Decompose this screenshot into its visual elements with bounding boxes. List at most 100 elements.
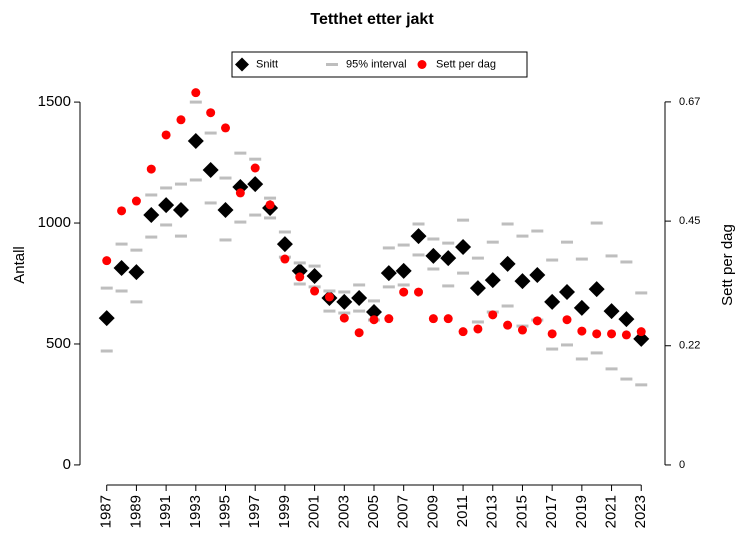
x-tick-label: 1989: [127, 495, 144, 528]
seen-point: [636, 327, 646, 337]
y-tick-label: 1500: [38, 93, 71, 110]
x-tick-label: 1987: [98, 495, 115, 528]
mean-point: [469, 280, 486, 297]
mean-point: [514, 273, 531, 290]
mean-point: [98, 310, 115, 327]
seen-point: [146, 164, 156, 174]
y-axis-label: Antall: [11, 246, 28, 284]
mean-point: [618, 311, 635, 328]
seen-point: [414, 287, 424, 297]
seen-point: [295, 272, 305, 282]
x-tick-label: 2013: [484, 495, 501, 528]
seen-point: [369, 315, 379, 325]
seen-point: [399, 287, 409, 297]
mean-point: [276, 236, 293, 253]
seen-point: [265, 200, 275, 210]
seen-point: [503, 320, 513, 330]
mean-point: [425, 247, 442, 264]
legend-label: Sett per dag: [436, 58, 496, 70]
mean-point: [410, 228, 427, 245]
mean-point: [395, 262, 412, 279]
mean-point: [143, 207, 160, 224]
mean-point: [336, 293, 353, 310]
seen-point: [117, 206, 127, 216]
y2-axis-label: Sett per dag: [719, 224, 736, 306]
seen-point: [547, 329, 557, 339]
mean-point: [217, 201, 234, 218]
seen-point: [488, 310, 498, 320]
x-tick-label: 1993: [187, 495, 204, 528]
y-tick-label: 0: [63, 456, 71, 473]
seen-point: [221, 123, 231, 133]
mean-point: [588, 281, 605, 298]
seen-point: [443, 314, 453, 324]
x-tick-label: 2003: [335, 495, 352, 528]
mean-point: [247, 176, 264, 193]
mean-point: [455, 238, 472, 255]
seen-point: [191, 88, 201, 98]
y2-tick-label: 0.67: [679, 96, 700, 108]
y2-tick-label: 0.45: [679, 215, 700, 227]
seen-point: [384, 314, 394, 324]
mean-point: [172, 201, 189, 218]
x-tick-label: 1997: [246, 495, 263, 528]
seen-point: [607, 329, 617, 339]
y-tick-label: 500: [46, 335, 71, 352]
x-tick-label: 2005: [365, 495, 382, 528]
seen-point: [339, 313, 349, 323]
seen-point: [532, 316, 542, 326]
x-tick-label: 2019: [573, 495, 590, 528]
mean-point: [484, 272, 501, 289]
mean-point: [499, 255, 516, 272]
legend-label: Snitt: [256, 58, 278, 70]
seen-point: [473, 324, 483, 334]
x-tick-label: 2007: [395, 495, 412, 528]
seen-point: [161, 130, 171, 140]
x-tick-label: 2021: [603, 495, 620, 528]
mean-point: [603, 303, 620, 320]
mean-point: [113, 260, 130, 277]
seen-point: [102, 256, 112, 266]
seen-point: [206, 108, 216, 118]
mean-point: [633, 330, 650, 347]
legend-marker: [235, 57, 249, 72]
seen-point: [517, 325, 527, 335]
legend-label: 95% interval: [346, 58, 407, 70]
mean-point: [187, 133, 204, 150]
x-tick-label: 1995: [216, 495, 233, 528]
seen-point: [176, 115, 186, 125]
mean-point: [380, 265, 397, 282]
seen-point: [621, 330, 631, 340]
mean-point: [128, 264, 145, 281]
x-tick-label: 2011: [454, 495, 471, 527]
mean-point: [529, 267, 546, 284]
y-tick-label: 1000: [38, 214, 71, 231]
x-tick-label: 2017: [543, 495, 560, 528]
seen-point: [562, 315, 572, 325]
seen-point: [324, 292, 334, 302]
seen-point: [592, 329, 602, 339]
x-tick-label: 2009: [424, 495, 441, 528]
y2-tick-label: 0: [679, 459, 685, 471]
x-tick-label: 2015: [513, 495, 530, 528]
mean-point: [365, 304, 382, 321]
mean-point: [351, 290, 368, 307]
chart-title: Tetthet etter jakt: [310, 11, 434, 28]
seen-point: [280, 254, 290, 264]
mean-point: [306, 268, 323, 285]
mean-point: [573, 299, 590, 316]
mean-point: [202, 162, 219, 179]
seen-point: [458, 327, 468, 337]
seen-point: [250, 163, 260, 173]
mean-point: [440, 250, 457, 267]
seen-point: [354, 328, 364, 338]
seen-point: [428, 314, 438, 324]
seen-point: [310, 286, 320, 296]
seen-point: [131, 196, 141, 206]
legend-marker: [417, 60, 427, 69]
x-tick-label: 1999: [276, 495, 293, 528]
y2-tick-label: 0.22: [679, 340, 700, 352]
mean-point: [544, 293, 561, 310]
seen-point: [577, 326, 587, 336]
